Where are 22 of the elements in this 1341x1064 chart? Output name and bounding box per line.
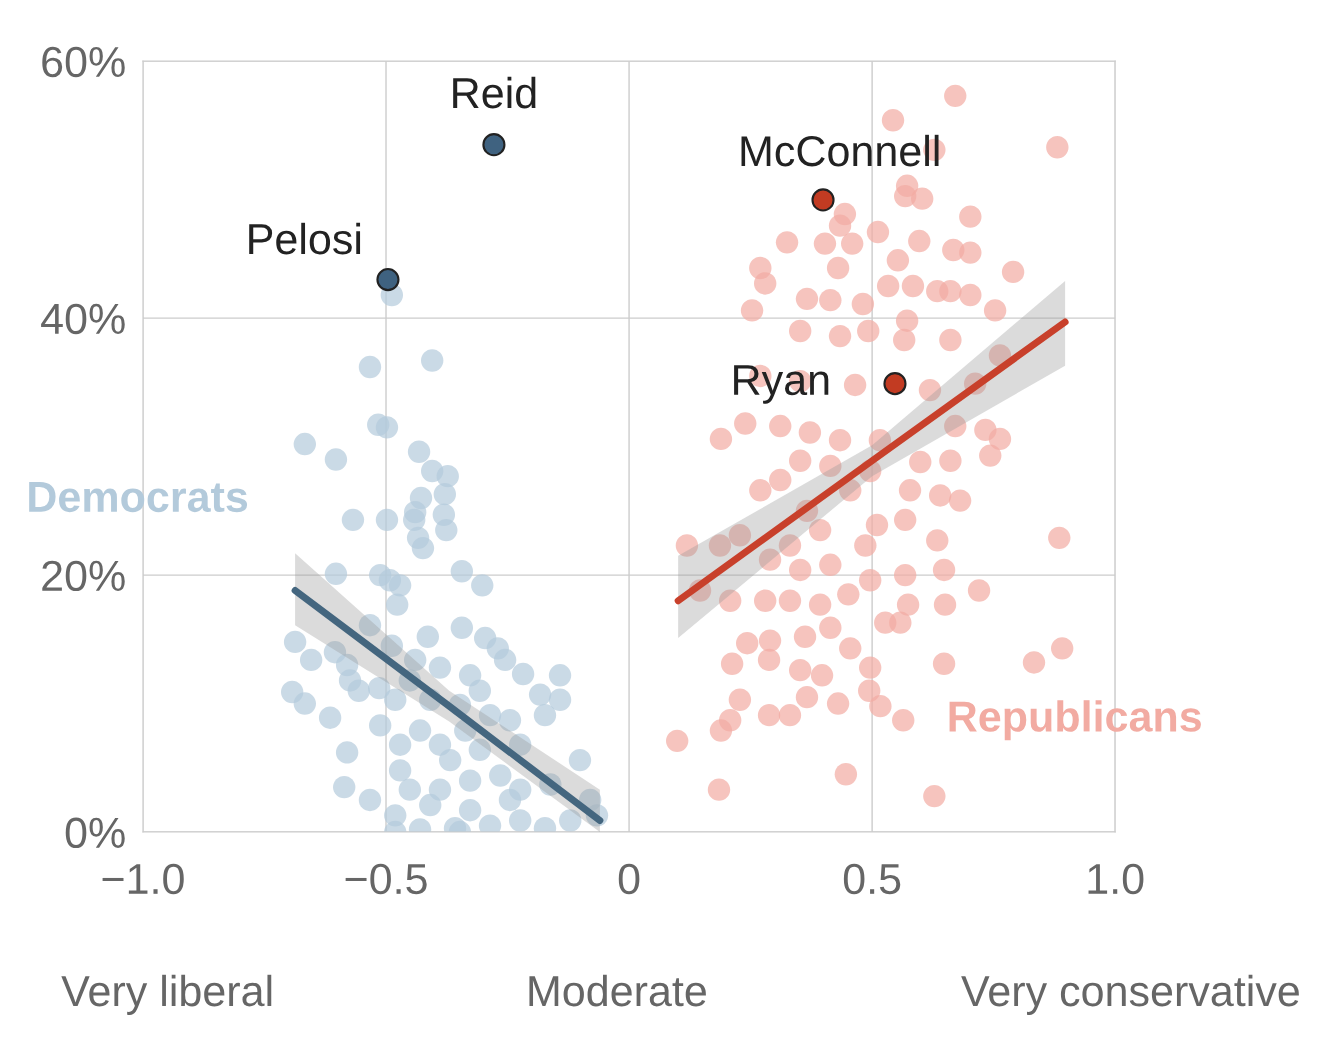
- point: [811, 188, 835, 212]
- y-tick-label: 60%: [42, 46, 125, 78]
- annotation: McConnell: [741, 134, 939, 167]
- text: Very liberal: [61, 974, 272, 1015]
- annotation: Pelosi: [249, 222, 361, 255]
- point: [482, 133, 506, 157]
- annotation: Ryan: [734, 365, 829, 404]
- series-label: Democrats: [29, 482, 248, 513]
- y-tick-label: 0%: [65, 817, 125, 849]
- point: [883, 372, 907, 396]
- y-tick-label: 40%: [41, 303, 125, 335]
- series-label: Republicans: [949, 700, 1201, 741]
- annotation: Reid: [453, 76, 536, 109]
- text: Moderate: [529, 974, 706, 1007]
- x-tick-label: −0.5: [345, 863, 427, 895]
- point: [376, 268, 400, 292]
- x-tick-label: 1.0: [1088, 863, 1144, 895]
- x-tick-label: 0: [618, 863, 640, 895]
- text: Very conservative: [961, 974, 1299, 1015]
- x-tick-label: 0.5: [843, 863, 901, 895]
- y-tick-label: 20%: [42, 560, 125, 592]
- x-tick-label: −1.0: [102, 863, 184, 895]
